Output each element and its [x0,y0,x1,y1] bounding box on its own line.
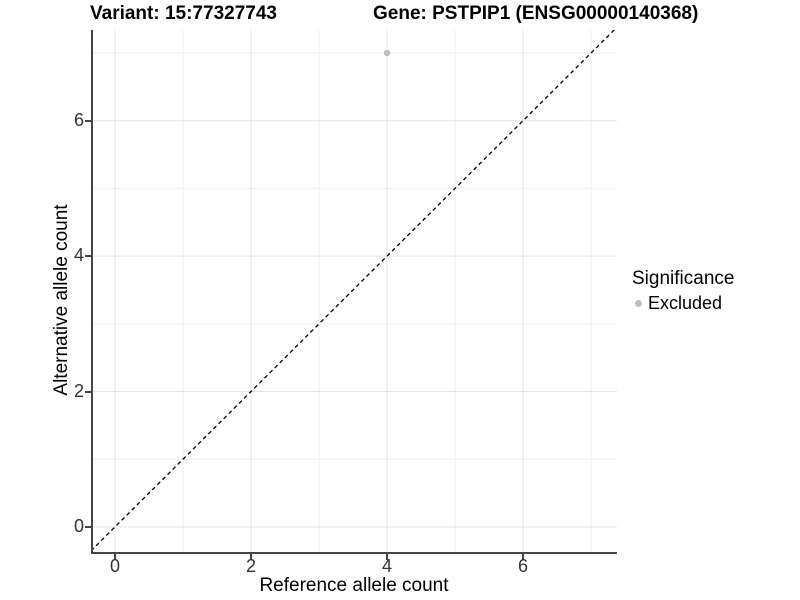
legend-item: Excluded [635,293,734,314]
legend-key-dot-icon [635,300,642,307]
x-tick-label: 4 [381,556,393,576]
plot-title-variant: Variant: 15:77327743 [90,3,277,24]
x-tick-label: 0 [109,556,121,576]
y-axis-title: Alternative allele count [51,204,72,396]
legend-item-label: Excluded [648,293,723,313]
y-tick-mark [85,525,91,528]
legend-title: Significance [632,268,735,289]
y-tick-label: 6 [73,109,84,130]
legend: Significance Excluded [631,268,734,314]
x-tick-label: 6 [518,556,529,576]
x-tick-label: 2 [245,556,257,576]
y-tick-label: 2 [73,380,84,401]
data-point [383,49,391,57]
x-tick-mark [522,554,525,560]
x-axis-title: Reference allele count [259,575,449,596]
plot-canvas [91,30,617,554]
x-tick-mark [386,554,388,560]
x-tick-mark [250,554,252,560]
y-tick-mark [85,255,91,258]
plot-title-gene: Gene: PSTPIP1 (ENSG00000140368) [373,3,699,24]
legend-items: Excluded [631,293,734,314]
identity-dashed-line [91,30,616,552]
y-tick-mark [85,119,91,122]
y-tick-mark [85,390,91,393]
plot-panel [91,30,617,554]
y-tick-label: 0 [73,515,84,536]
x-tick-mark [114,554,116,560]
y-tick-label: 4 [73,245,84,266]
